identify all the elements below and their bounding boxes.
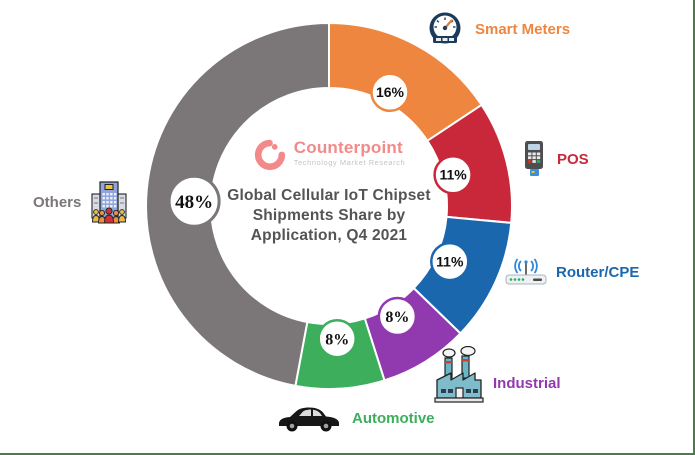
chart-title: Global Cellular IoT Chipset Shipments Sh… xyxy=(209,186,449,246)
pct-bubble-others xyxy=(167,174,221,228)
legend-label-router-cpe: Router/CPE xyxy=(556,263,640,281)
legend-pos: POS xyxy=(522,140,589,178)
donut-segment-others xyxy=(145,22,330,387)
legend-label-others: Others xyxy=(33,193,82,211)
pct-label-pos: 11% xyxy=(439,167,467,183)
legend-router-cpe: Router/CPE xyxy=(505,258,639,286)
legend-smart-meters: Smart Meters xyxy=(427,12,570,46)
pos-terminal-icon xyxy=(525,141,543,176)
chart-title-line-1: Global Cellular IoT Chipset xyxy=(227,187,431,204)
car-icon xyxy=(279,407,339,432)
building-people-icon xyxy=(91,181,127,224)
pct-bubble-smart-meters xyxy=(370,72,410,113)
legend-others: Others xyxy=(33,180,129,224)
gauge-icon xyxy=(429,12,461,44)
legend-label-automotive: Automotive xyxy=(352,409,435,427)
counterpoint-logo-icon xyxy=(254,139,285,170)
pct-bubble-automotive xyxy=(317,318,357,359)
factory-icon xyxy=(434,346,484,403)
pct-label-automotive: 8% xyxy=(325,331,349,348)
logo-tagline: Technology Market Research xyxy=(293,158,406,168)
legend-label-industrial: Industrial xyxy=(493,374,561,392)
logo-text: Counterpoint Technology Market Research xyxy=(293,137,406,168)
logo-wordmark: Counterpoint xyxy=(293,137,403,157)
chart-center: Counterpoint Technology Market Research … xyxy=(209,134,449,246)
pct-label-smart-meters: 16% xyxy=(376,84,405,100)
chart-title-line-2: Shipments Share by xyxy=(252,207,406,225)
pct-label-others: 48% xyxy=(175,192,213,213)
counterpoint-logo: Counterpoint Technology Market Research xyxy=(209,134,449,172)
legend-automotive: Automotive xyxy=(276,403,435,433)
router-icon xyxy=(505,258,547,285)
pct-label-router-cpe: 11% xyxy=(436,254,464,270)
legend-label-smart-meters: Smart Meters xyxy=(475,20,571,38)
pct-bubble-router-cpe xyxy=(430,241,470,282)
pct-bubble-industrial xyxy=(377,296,418,337)
chart-title-line-3: Application, Q4 2021 xyxy=(250,227,408,245)
legend-label-pos: POS xyxy=(557,150,589,168)
pct-label-industrial: 8% xyxy=(385,309,409,326)
pct-bubble-pos xyxy=(433,155,473,195)
legend-industrial: Industrial xyxy=(433,346,561,404)
